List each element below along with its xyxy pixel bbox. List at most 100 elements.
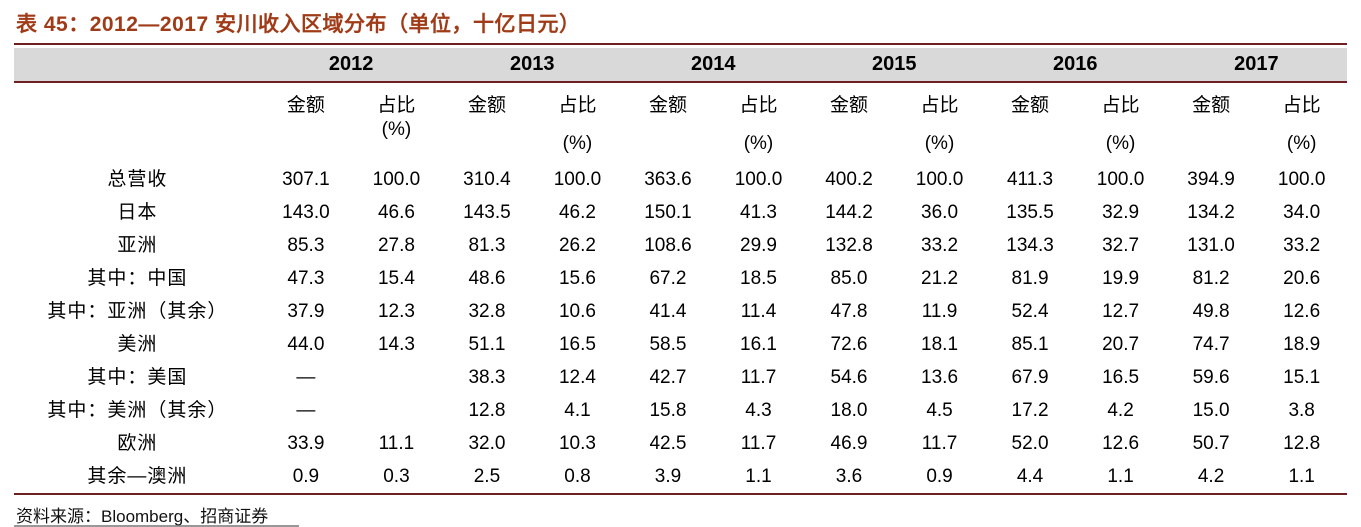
value-cell: 310.4 xyxy=(463,169,511,190)
value-cell: — xyxy=(296,400,316,421)
value-cell: 18.0 xyxy=(830,400,868,421)
value-cell: 15.6 xyxy=(558,268,596,289)
value-cell: — xyxy=(296,367,316,388)
col-header-amount: 金额 xyxy=(804,82,895,163)
value-cell: 36.0 xyxy=(921,202,959,223)
value-cell: 100.0 xyxy=(915,169,964,190)
col-header-pct: 占比 (%) xyxy=(713,82,804,163)
value-cell: 42.7 xyxy=(649,367,687,388)
col-header-pct: 占比 (%) xyxy=(894,82,985,163)
row-label: 其余—澳洲 xyxy=(87,466,188,487)
value-cell: 32.9 xyxy=(1102,202,1140,223)
value-cell: 10.3 xyxy=(558,433,596,454)
value-cell: 134.3 xyxy=(1006,235,1054,256)
value-cell: 52.4 xyxy=(1011,301,1049,322)
value-cell: 16.1 xyxy=(740,334,777,355)
value-cell: 81.9 xyxy=(1011,268,1049,289)
value-cell: 11.9 xyxy=(921,301,958,322)
value-cell: 0.8 xyxy=(564,466,591,487)
table-row: 欧洲 33.9 11.1 32.0 10.3 42.5 11.7 46.9 11.7 52.0 12… xyxy=(14,427,1347,460)
col-header-amount: 金额 xyxy=(985,82,1076,163)
value-cell: 150.1 xyxy=(644,202,692,223)
value-cell: 51.1 xyxy=(468,334,506,355)
pct-unit-label: (%) xyxy=(924,133,955,154)
value-cell: 26.2 xyxy=(558,235,596,256)
row-label: 亚洲 xyxy=(117,235,158,256)
value-cell: 67.2 xyxy=(649,268,687,289)
value-cell: 16.5 xyxy=(1102,367,1140,388)
pct-unit-label: (%) xyxy=(381,119,412,140)
value-cell: 85.1 xyxy=(1011,334,1049,355)
value-cell: 400.2 xyxy=(825,169,873,190)
value-cell: 41.4 xyxy=(649,301,687,322)
year-header: 2014 xyxy=(622,48,804,83)
value-cell: 13.6 xyxy=(921,367,959,388)
year-header: 2012 xyxy=(260,48,442,83)
year-header: 2017 xyxy=(1165,48,1347,83)
col-header-pct: 占比 (%) xyxy=(532,82,623,163)
row-label: 其中：美国 xyxy=(87,367,188,388)
value-cell: 12.8 xyxy=(1283,433,1321,454)
value-cell: 100.0 xyxy=(1277,169,1326,190)
title-underline-rule xyxy=(14,43,1347,45)
value-cell: 85.3 xyxy=(287,235,325,256)
value-cell: 32.0 xyxy=(468,433,506,454)
amount-label: 金额 xyxy=(648,95,687,116)
amount-label: 金额 xyxy=(286,95,325,116)
value-cell: 33.2 xyxy=(921,235,959,256)
value-cell: 18.9 xyxy=(1283,334,1321,355)
value-cell: 42.5 xyxy=(649,433,687,454)
value-cell: 34.0 xyxy=(1283,202,1321,223)
row-label: 其中：亚洲（其余） xyxy=(47,301,228,322)
value-cell: 1.1 xyxy=(1288,466,1315,487)
value-cell: 0.9 xyxy=(292,466,320,487)
value-cell: 12.4 xyxy=(558,367,596,388)
value-cell: 11.4 xyxy=(740,301,777,322)
value-cell: 4.4 xyxy=(1016,466,1044,487)
value-cell: 1.1 xyxy=(745,466,772,487)
value-cell: 27.8 xyxy=(377,235,415,256)
value-cell: 14.3 xyxy=(377,334,415,355)
pct-unit-label: (%) xyxy=(743,133,774,154)
value-cell: 44.0 xyxy=(287,334,325,355)
amount-label: 金额 xyxy=(830,95,869,116)
value-cell: 33.9 xyxy=(287,433,325,454)
table-row: 日本 143.0 46.6 143.5 46.2 150.1 41.3 144.2 36.0 13… xyxy=(14,196,1347,229)
value-cell: 12.7 xyxy=(1102,301,1140,322)
pct-label: 占比 xyxy=(920,95,959,116)
year-header: 2016 xyxy=(984,48,1166,83)
value-cell: 11.1 xyxy=(378,433,415,454)
value-cell: 10.6 xyxy=(558,301,596,322)
value-cell: 0.3 xyxy=(383,466,410,487)
value-cell: 11.7 xyxy=(740,433,777,454)
pct-label: 占比 xyxy=(739,95,778,116)
row-label: 欧洲 xyxy=(117,433,158,454)
value-cell: 11.7 xyxy=(921,433,958,454)
value-cell: 47.3 xyxy=(287,268,325,289)
table-title: 表 45：2012—2017 安川收入区域分布（单位，十亿日元） xyxy=(16,13,581,36)
value-cell: 32.7 xyxy=(1102,235,1140,256)
value-cell: 85.0 xyxy=(830,268,868,289)
value-cell: 16.5 xyxy=(558,334,596,355)
amount-label: 金额 xyxy=(467,95,506,116)
value-cell: 58.5 xyxy=(649,334,687,355)
col-header-amount: 金额 xyxy=(261,82,352,163)
value-cell: 12.3 xyxy=(377,301,415,322)
pct-label: 占比 xyxy=(1101,95,1140,116)
value-cell: 18.5 xyxy=(740,268,777,289)
table-row: 其余—澳洲 0.9 0.3 2.5 0.8 3.9 1.1 3.6 0.9 4.4 1.1 4.2 1.… xyxy=(14,460,1347,494)
value-cell: 47.8 xyxy=(830,301,868,322)
value-cell: 143.0 xyxy=(282,202,330,223)
col-header-pct: 占比 (%) xyxy=(351,82,442,163)
value-cell: 59.6 xyxy=(1192,367,1230,388)
value-cell: 74.7 xyxy=(1192,334,1230,355)
value-cell: 363.6 xyxy=(644,169,692,190)
value-cell: 21.2 xyxy=(921,268,959,289)
table-body: 总营收 307.1 100.0 310.4 100.0 363.6 100.0 400.2 10… xyxy=(14,163,1347,494)
col-header-amount: 金额 xyxy=(623,82,714,163)
value-cell: 38.3 xyxy=(468,367,506,388)
value-cell: 134.2 xyxy=(1187,202,1235,223)
value-cell: 135.5 xyxy=(1006,202,1054,223)
value-cell: 18.1 xyxy=(921,334,959,355)
value-cell: 20.7 xyxy=(1102,334,1140,355)
